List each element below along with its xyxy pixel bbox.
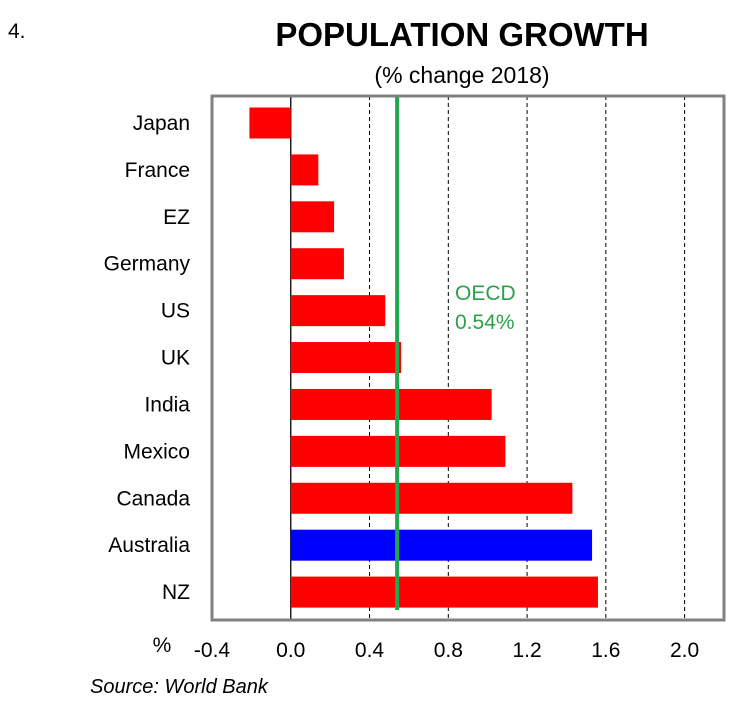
oecd-reference: OECD 0.54% (395, 96, 516, 610)
category-label: UK (161, 347, 190, 370)
bar-uk (290, 342, 402, 374)
category-label: India (144, 393, 190, 416)
x-tick-label: 0.4 (355, 639, 385, 662)
x-tick-label: -0.4 (194, 639, 231, 662)
category-label: Australia (108, 534, 190, 557)
category-label: Germany (104, 253, 191, 276)
x-axis-ticks: -0.4 0.0 0.4 0.8 1.2 1.6 2.0 (194, 639, 699, 662)
bars (249, 107, 598, 608)
category-label: Canada (116, 487, 190, 510)
category-label: France (125, 159, 190, 182)
figure-number: 4. (8, 20, 26, 43)
chart-title: POPULATION GROWTH (275, 16, 649, 53)
bar-ez (290, 201, 335, 233)
category-label: NZ (162, 581, 190, 604)
x-tick-label: 0.8 (434, 639, 463, 662)
x-tick-label: 2.0 (670, 639, 699, 662)
bar-france (290, 154, 319, 186)
x-tick-label: 1.2 (512, 639, 541, 662)
oecd-value-label: 0.54% (455, 311, 515, 334)
bar-india (290, 388, 492, 420)
category-labels: Japan France EZ Germany US UK India Mexico Canad… (104, 112, 191, 604)
bar-australia (290, 529, 593, 561)
category-label: EZ (163, 206, 190, 229)
chart-subtitle: (% change 2018) (374, 62, 550, 88)
category-label: Mexico (123, 440, 190, 463)
plot-frame (210, 94, 726, 622)
category-label: Japan (133, 112, 190, 135)
x-tick-label: 0.0 (276, 639, 305, 662)
category-label: US (161, 300, 190, 323)
bar-germany (290, 248, 344, 280)
oecd-label: OECD (455, 282, 516, 305)
bar-us (290, 295, 386, 327)
x-axis-unit-label: % (153, 634, 172, 657)
x-tick-label: 1.6 (591, 639, 620, 662)
bar-japan (249, 107, 291, 139)
bar-canada (290, 482, 573, 514)
source-note: Source: World Bank (90, 676, 268, 698)
bar-nz (290, 576, 598, 608)
